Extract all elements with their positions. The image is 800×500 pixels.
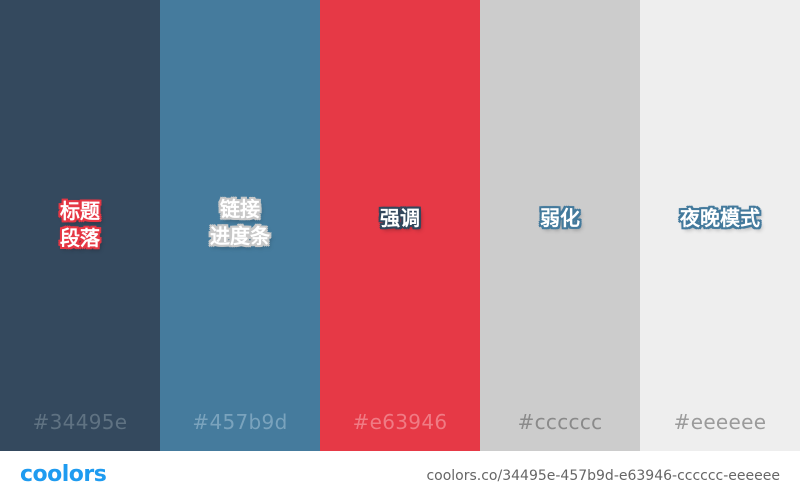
color-palette: 标题 段落 #34495e 链接 进度条 #457b9d 强调 #e63946 … [0,0,800,451]
swatch-label: 链接 进度条 [160,196,320,250]
swatch-label-line: 夜晚模式 [680,206,760,230]
palette-url[interactable]: coolors.co/34495e-457b9d-e63946-cccccc-e… [426,468,780,484]
swatch-label-line: 链接 [220,197,260,221]
swatch-hex-code: #e63946 [352,410,448,434]
swatch-hex-code: #cccccc [517,410,603,434]
swatch-34495e[interactable]: 标题 段落 #34495e [0,0,160,451]
swatch-label-line: 标题 [60,199,100,223]
swatch-label-line: 段落 [60,226,100,250]
swatch-e63946[interactable]: 强调 #e63946 [320,0,480,451]
swatch-cccccc[interactable]: 弱化 #cccccc [480,0,640,451]
swatch-hex-code: #34495e [32,410,128,434]
swatch-label: 标题 段落 [0,198,160,252]
footer: coolors coolors.co/34495e-457b9d-e63946-… [0,451,800,500]
swatch-hex-code: #eeeeee [673,410,767,434]
swatch-label-line: 强调 [380,206,420,230]
swatch-hex-code: #457b9d [192,410,288,434]
coolors-logo[interactable]: coolors [20,462,107,487]
swatch-label: 弱化 [480,205,640,232]
swatch-label-line: 进度条 [210,224,270,248]
swatch-label-line: 弱化 [540,206,580,230]
swatch-label: 夜晚模式 [640,205,800,232]
swatch-eeeeee[interactable]: 夜晚模式 #eeeeee [640,0,800,451]
swatch-label: 强调 [320,205,480,232]
swatch-457b9d[interactable]: 链接 进度条 #457b9d [160,0,320,451]
